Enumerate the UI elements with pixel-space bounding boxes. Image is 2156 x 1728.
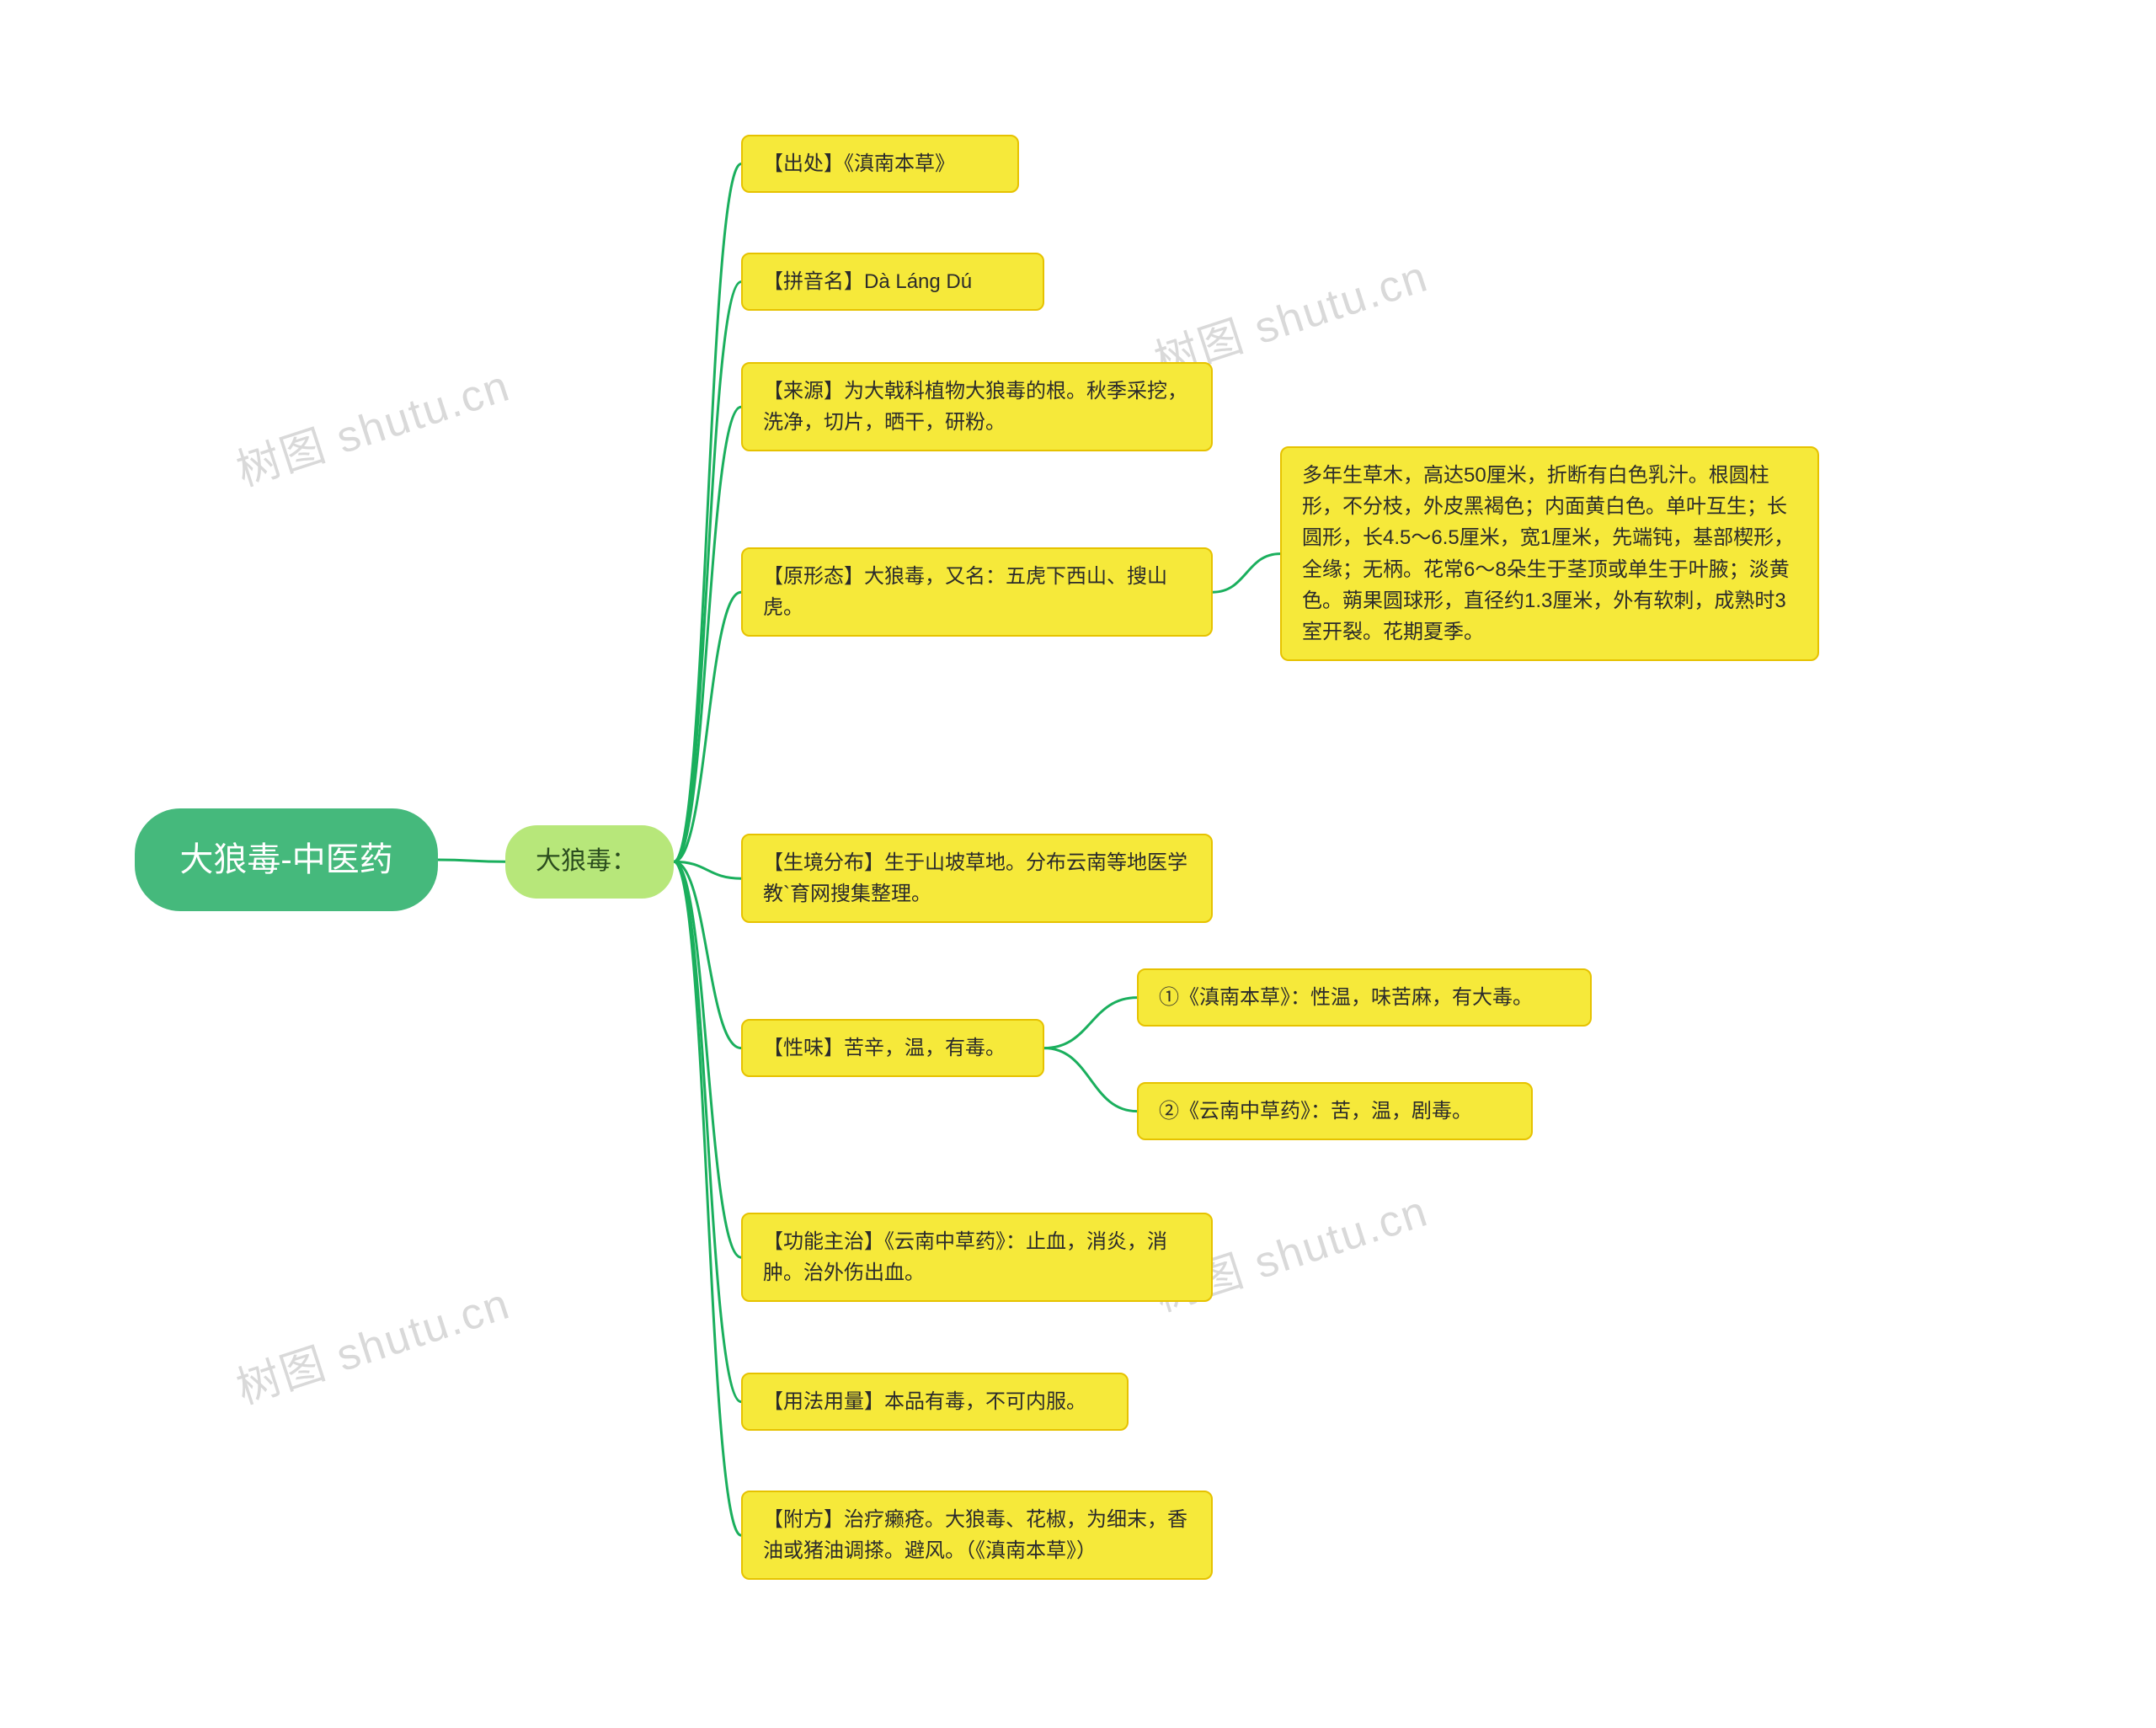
leaf-form[interactable]: 【原形态】大狼毒，又名：五虎下西山、搜山虎。 bbox=[741, 547, 1213, 637]
watermark: 树图 shutu.cn bbox=[227, 1268, 517, 1416]
leaf-dosage[interactable]: 【用法用量】本品有毒，不可内服。 bbox=[741, 1373, 1129, 1431]
leaf-taste[interactable]: 【性味】苦辛，温，有毒。 bbox=[741, 1019, 1044, 1077]
leaf-pinyin[interactable]: 【拼音名】Dà Láng Dú bbox=[741, 253, 1044, 311]
leaf-habitat[interactable]: 【生境分布】生于山坡草地。分布云南等地医学教`育网搜集整理。 bbox=[741, 834, 1213, 923]
leaf-function[interactable]: 【功能主治】《云南中草药》：止血，消炎，消肿。治外伤出血。 bbox=[741, 1213, 1213, 1302]
root-node[interactable]: 大狼毒-中医药 bbox=[135, 808, 438, 911]
leaf-formula[interactable]: 【附方】治疗癞疮。大狼毒、花椒，为细末，香油或猪油调搽。避风。（《滇南本草》） bbox=[741, 1491, 1213, 1580]
leaf-form-detail[interactable]: 多年生草木，高达50厘米，折断有白色乳汁。根圆柱形，不分枝，外皮黑褐色；内面黄白… bbox=[1280, 446, 1819, 661]
leaf-source[interactable]: 【出处】《滇南本草》 bbox=[741, 135, 1019, 193]
leaf-origin[interactable]: 【来源】为大戟科植物大狼毒的根。秋季采挖，洗净，切片，晒干，研粉。 bbox=[741, 362, 1213, 451]
leaf-taste-b[interactable]: ②《云南中草药》：苦，温，剧毒。 bbox=[1137, 1082, 1533, 1140]
branch-node-dalangdu[interactable]: 大狼毒： bbox=[505, 825, 674, 899]
leaf-taste-a[interactable]: ①《滇南本草》：性温，味苦麻，有大毒。 bbox=[1137, 968, 1592, 1027]
mindmap-canvas: 树图 shutu.cn 树图 shutu.cn 树图 shutu.cn 树图 s… bbox=[0, 0, 2156, 1728]
watermark: 树图 shutu.cn bbox=[227, 350, 517, 498]
